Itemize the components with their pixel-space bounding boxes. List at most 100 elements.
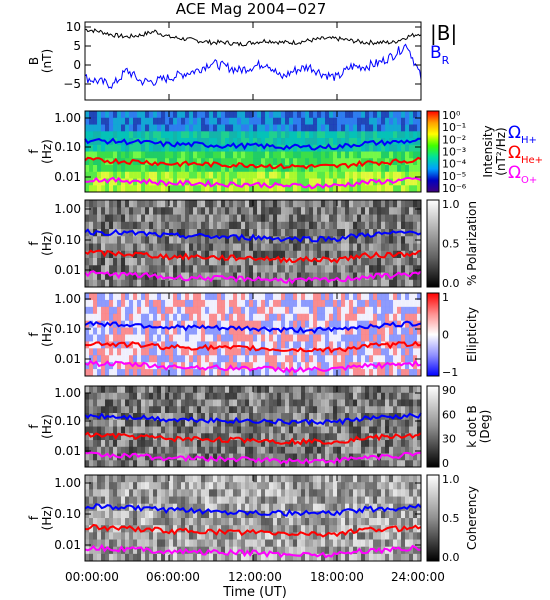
spectrogram-cell <box>329 532 334 540</box>
spectrogram-cell <box>113 475 118 483</box>
spectrogram-cell <box>409 214 414 223</box>
spectrogram-cell <box>289 406 294 414</box>
spectrogram-cell <box>305 453 310 461</box>
y-axis-label: f <box>27 149 41 154</box>
spectrogram-cell <box>313 546 318 555</box>
spectrogram-cell <box>313 426 318 434</box>
spectrogram-cell <box>209 362 214 370</box>
spectrogram-cell <box>141 293 146 301</box>
spectrogram-cell <box>137 413 142 421</box>
spectrogram-cell <box>205 250 210 259</box>
spectrogram-cell <box>329 369 334 377</box>
spectrogram-cell <box>201 207 206 215</box>
spectrogram-cell <box>269 503 274 512</box>
spectrogram-cell <box>129 313 134 321</box>
spectrogram-cell <box>117 171 122 179</box>
spectrogram-cell <box>97 532 102 540</box>
spectrogram-cell <box>273 293 278 301</box>
spectrogram-cell <box>153 413 158 421</box>
spectrogram-cell <box>125 265 130 273</box>
spectrogram-cell <box>165 243 170 252</box>
spectrogram-cell <box>237 320 242 328</box>
spectrogram-cell <box>377 178 382 186</box>
spectrogram-cell <box>261 158 266 166</box>
spectrogram-cell <box>389 446 394 454</box>
spectrogram-cell <box>145 369 150 377</box>
spectrogram-cell <box>161 399 166 407</box>
spectrogram-cell <box>225 546 230 555</box>
spectrogram-cell <box>281 453 286 461</box>
spectrogram-cell <box>393 419 398 427</box>
spectrogram-cell <box>237 518 242 526</box>
spectrogram-cell <box>293 293 298 301</box>
spectrogram-cell <box>305 496 310 504</box>
spectrogram-cell <box>277 229 282 237</box>
spectrogram-cell <box>173 279 178 288</box>
spectrogram-cell <box>197 229 202 237</box>
spectrogram-cell <box>329 496 334 504</box>
spectrogram-cell <box>393 221 398 230</box>
spectrogram-cell <box>253 348 258 356</box>
spectrogram-cell <box>97 496 102 504</box>
spectrogram-cell <box>329 138 334 146</box>
colorbar-tick-label: 10⁰ <box>442 109 461 122</box>
spectrogram-cell <box>157 413 162 421</box>
spectrogram-cell <box>229 453 234 461</box>
spectrogram-cell <box>129 258 134 266</box>
spectrogram-cell <box>249 503 254 512</box>
spectrogram-cell <box>201 117 206 125</box>
spectrogram-cell <box>149 399 154 407</box>
spectrogram-cell <box>405 426 410 434</box>
spectrogram-cell <box>349 482 354 490</box>
spectrogram-cell <box>225 392 230 400</box>
spectrogram-cell <box>133 392 138 400</box>
spectrogram-cell <box>217 475 222 483</box>
spectrogram-cell <box>325 138 330 146</box>
spectrogram-cell <box>217 406 222 414</box>
spectrogram-cell <box>193 258 198 266</box>
spectrogram-cell <box>169 272 174 281</box>
spectrogram-cell <box>209 165 214 173</box>
spectrogram-cell <box>285 320 290 328</box>
spectrogram-cell <box>289 440 294 448</box>
spectrogram-cell <box>261 320 266 328</box>
spectrogram-cell <box>325 386 330 394</box>
spectrogram-cell <box>317 306 322 315</box>
spectrogram-cell <box>117 158 122 166</box>
spectrogram-cell <box>133 406 138 414</box>
spectrogram-cell <box>329 221 334 230</box>
spectrogram-cell <box>205 369 210 377</box>
spectrogram-cell <box>117 200 122 208</box>
spectrogram-cell <box>117 144 122 152</box>
spectrogram-cell <box>169 369 174 377</box>
spectrogram-cell <box>365 111 370 119</box>
spectrogram-cell <box>397 111 402 119</box>
spectrogram-cell <box>193 460 198 468</box>
spectrogram-cell <box>209 293 214 301</box>
spectrogram-cell <box>297 406 302 414</box>
spectrogram-cell <box>197 151 202 159</box>
spectrogram-cell <box>185 518 190 526</box>
spectrogram-cell <box>257 272 262 281</box>
spectrogram-cell <box>285 293 290 301</box>
spectrogram-cell <box>101 532 106 540</box>
spectrogram-cell <box>373 327 378 335</box>
spectrogram-cell <box>293 250 298 259</box>
spectrogram-cell <box>213 369 218 377</box>
spectrogram-cell <box>113 406 118 414</box>
spectrogram-cell <box>205 553 210 562</box>
spectrogram-cell <box>233 532 238 540</box>
spectrogram-cell <box>149 293 154 301</box>
spectrogram-cell <box>161 460 166 468</box>
spectrogram-cell <box>373 258 378 266</box>
spectrogram-cell <box>389 171 394 179</box>
spectrogram-cell <box>209 144 214 152</box>
spectrogram-cell <box>417 453 422 461</box>
spectrogram-cell <box>177 355 182 363</box>
spectrogram-cell <box>313 433 318 441</box>
spectrogram-cell <box>337 392 342 400</box>
spectrogram-cell <box>201 293 206 301</box>
spectrogram-cell <box>121 406 126 414</box>
spectrogram-cell <box>141 539 146 547</box>
spectrogram-cell <box>285 553 290 562</box>
